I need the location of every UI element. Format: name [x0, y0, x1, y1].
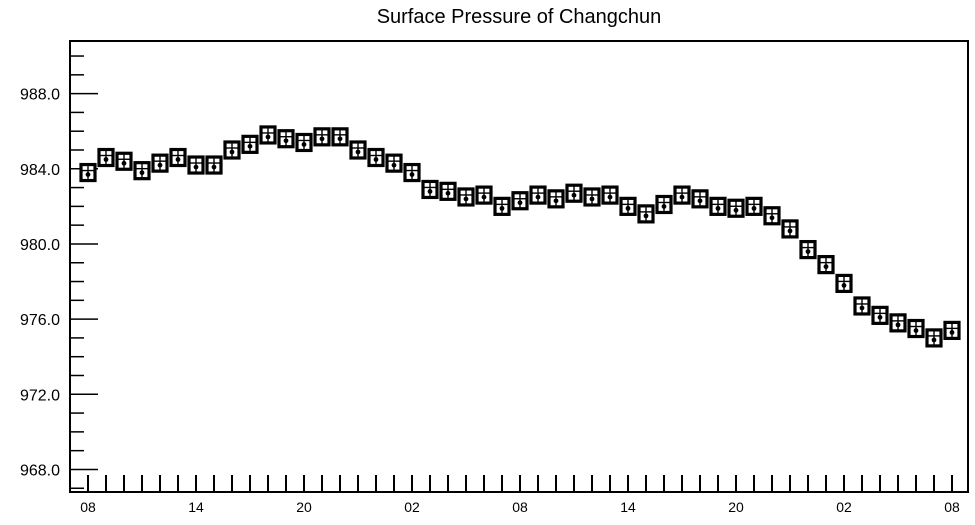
data-point — [853, 296, 871, 316]
data-point — [349, 140, 367, 160]
data-point — [727, 198, 745, 218]
data-point — [115, 151, 133, 171]
data-point — [817, 255, 835, 275]
data-point — [601, 185, 619, 205]
data-point — [907, 318, 925, 339]
data-point — [457, 187, 475, 207]
data-point — [745, 196, 763, 216]
x-tick-label: 02 — [404, 499, 420, 515]
data-point — [403, 162, 421, 183]
data-point — [925, 328, 943, 348]
data-point — [781, 219, 799, 239]
data-point — [511, 191, 529, 211]
data-point — [619, 196, 637, 216]
x-tick-label: 14 — [620, 499, 636, 515]
y-tick-label: 976.0 — [20, 312, 60, 329]
data-point — [583, 187, 601, 207]
data-point — [637, 204, 655, 224]
data-point — [133, 161, 151, 181]
data-point — [439, 181, 457, 201]
data-point — [709, 196, 727, 216]
data-point — [187, 155, 205, 175]
x-tick-label: 20 — [296, 499, 312, 515]
data-point — [871, 305, 889, 325]
data-point — [313, 127, 331, 147]
x-tick-label: 02 — [836, 499, 852, 515]
data-point — [799, 239, 817, 260]
x-tick-label: 08 — [944, 499, 960, 515]
data-point — [655, 194, 673, 215]
data-point — [421, 179, 439, 200]
data-point — [943, 320, 961, 340]
data-point — [295, 132, 313, 153]
y-axis: 968.0 972.0 976.0 980.0 984.0 988.0 — [20, 55, 98, 489]
data-point — [205, 155, 223, 175]
data-point — [331, 127, 349, 147]
y-tick-label: 972.0 — [20, 387, 60, 404]
data-point — [223, 140, 241, 160]
data-point — [565, 183, 583, 203]
data-point — [79, 162, 97, 183]
data-point — [835, 273, 853, 294]
data-point — [169, 147, 187, 168]
data-point — [493, 196, 511, 216]
x-tick-label: 08 — [80, 499, 96, 515]
data-point — [151, 153, 169, 173]
data-point — [367, 147, 385, 168]
data-point — [547, 189, 565, 209]
data-point — [385, 153, 403, 173]
x-tick-label: 08 — [512, 499, 528, 515]
data-point — [259, 125, 277, 145]
y-tick-label: 968.0 — [20, 462, 60, 479]
x-tick-label: 20 — [728, 499, 744, 515]
data-point — [673, 185, 691, 205]
data-point — [475, 185, 493, 205]
x-axis: 08 14 20 02 08 14 20 02 08 — [80, 475, 960, 515]
data-point — [889, 313, 907, 333]
data-point — [241, 134, 259, 154]
y-tick-label: 980.0 — [20, 237, 60, 254]
data-point — [277, 129, 295, 149]
data-point — [763, 206, 781, 226]
series-markers — [79, 125, 961, 348]
data-point — [529, 185, 547, 205]
chart-title: Surface Pressure of Changchun — [377, 6, 662, 28]
data-point — [97, 147, 115, 168]
y-tick-label: 984.0 — [20, 162, 60, 179]
data-point — [691, 189, 709, 209]
x-tick-label: 14 — [188, 499, 204, 515]
y-tick-label: 988.0 — [20, 87, 60, 104]
